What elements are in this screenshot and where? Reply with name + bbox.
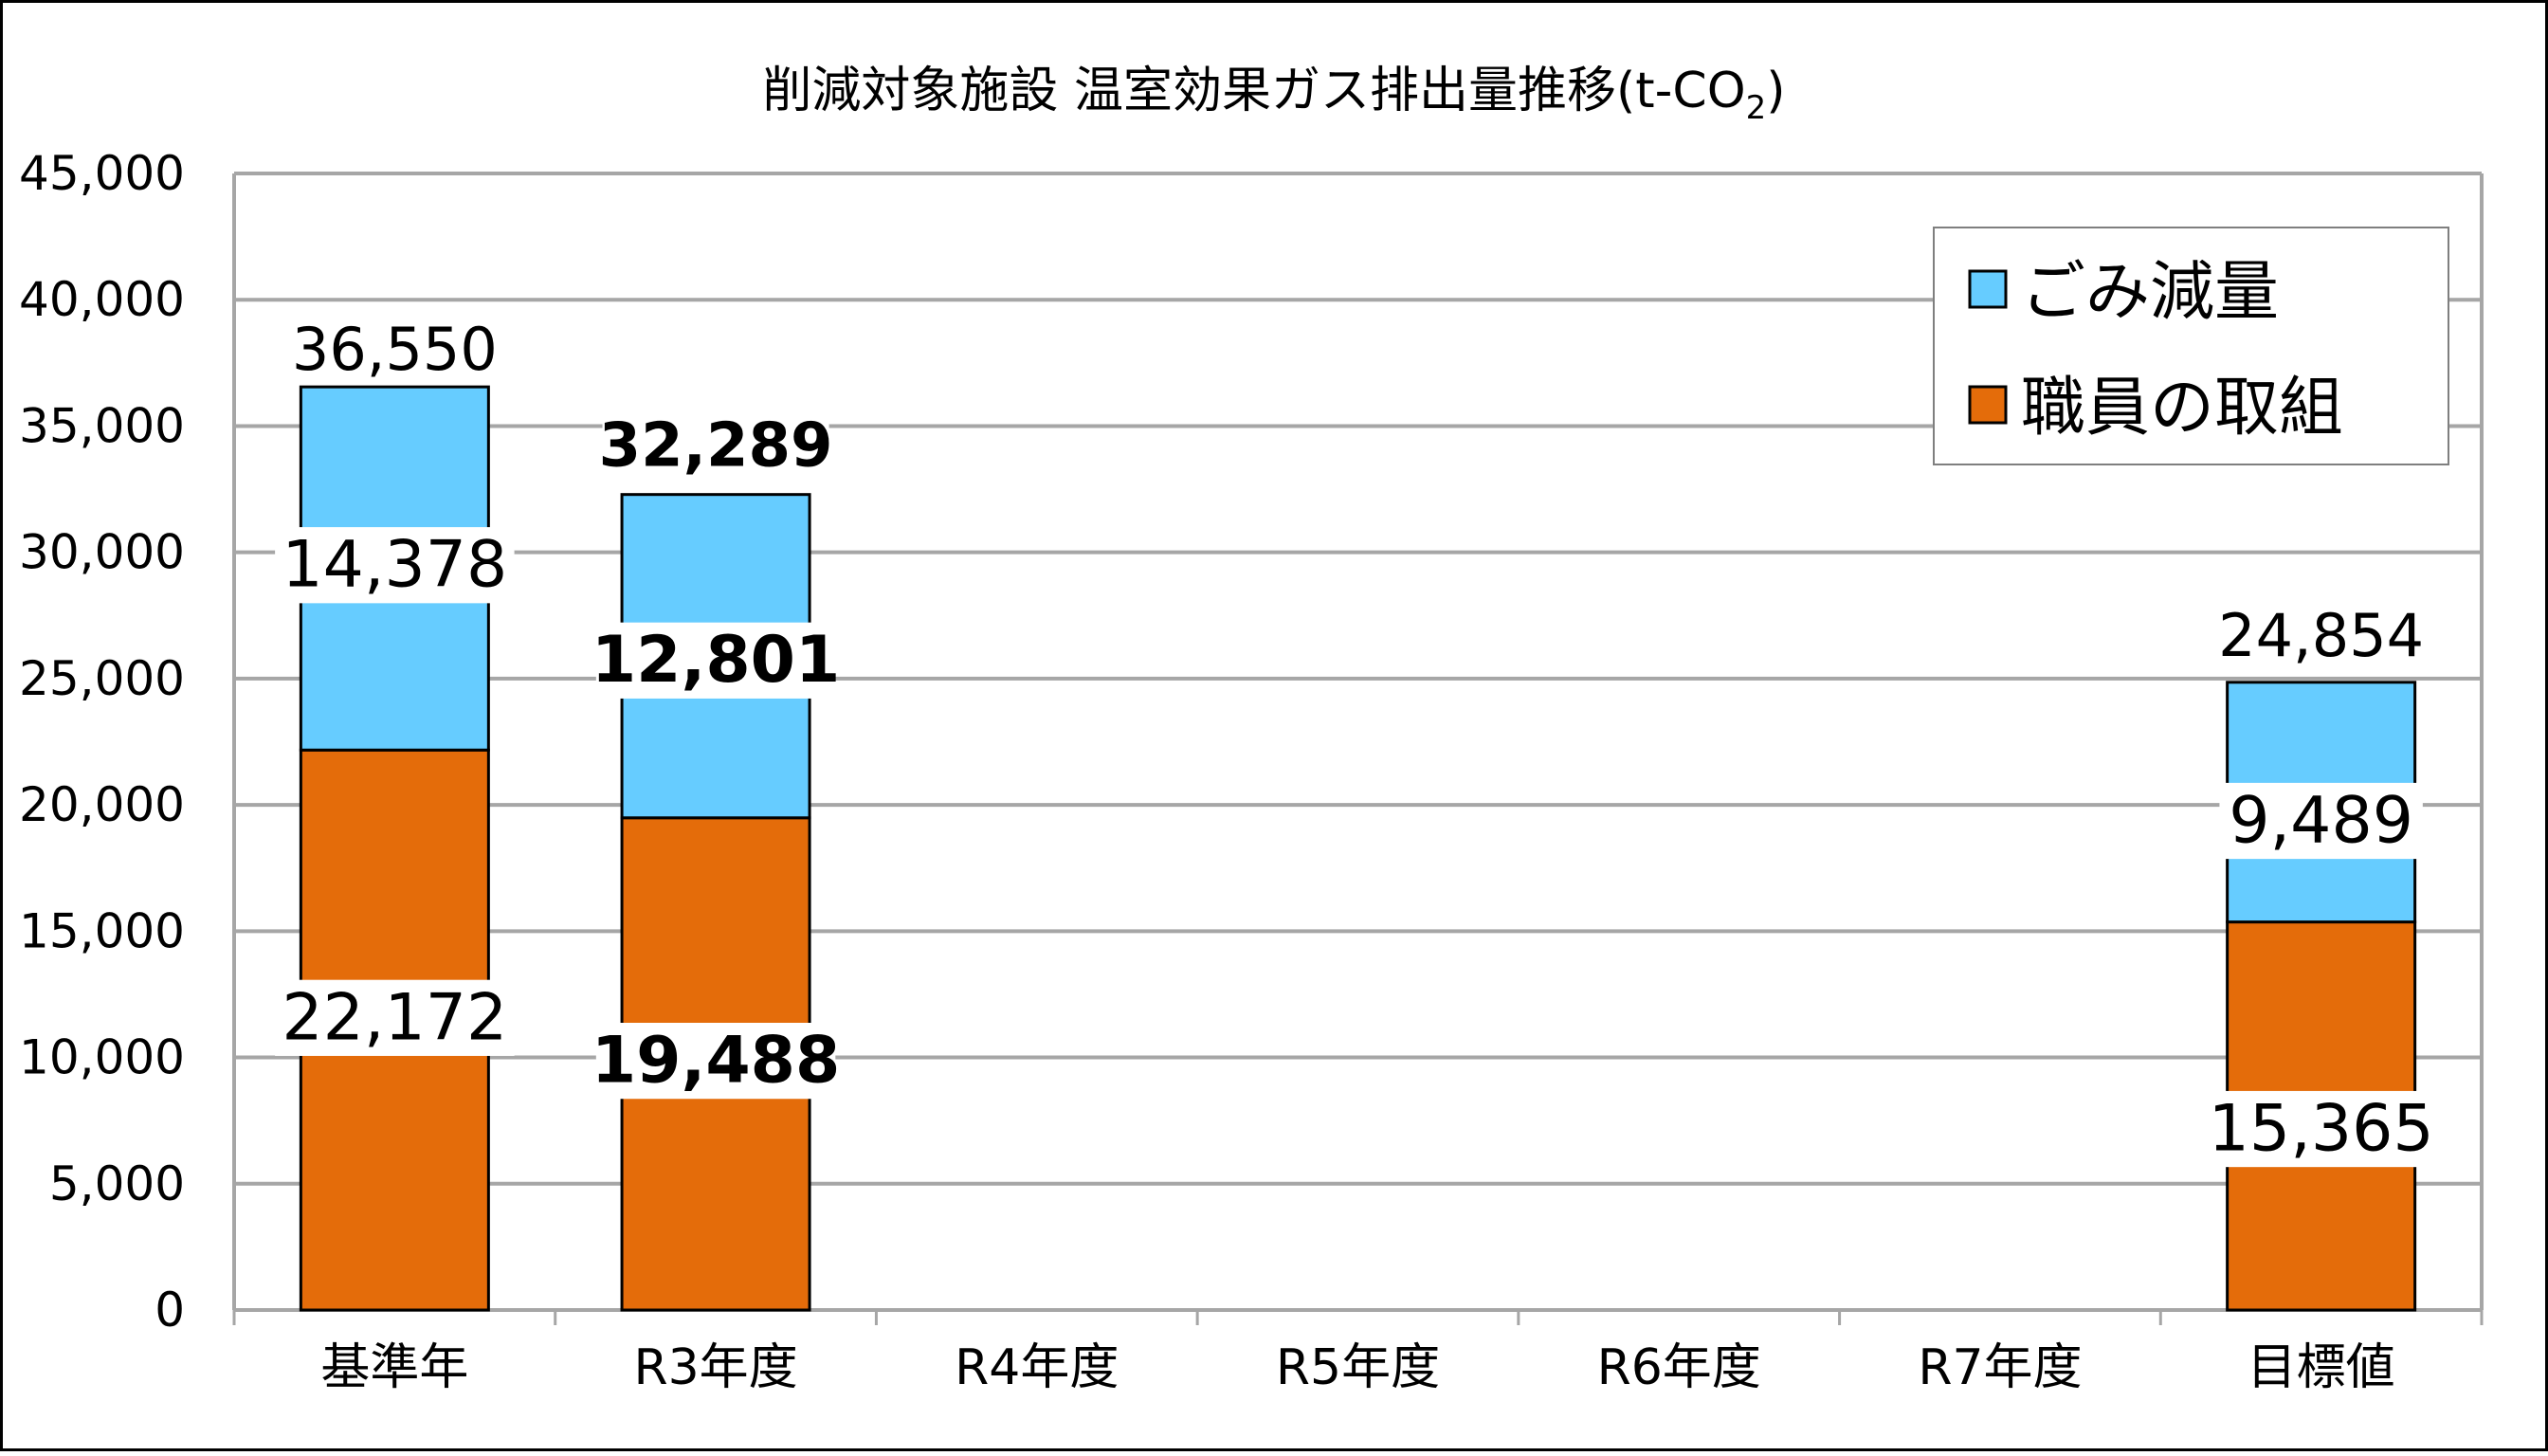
legend-label: ごみ減量: [2021, 255, 2279, 330]
data-label-total-bg: [602, 410, 829, 482]
legend-swatch: [1968, 385, 2008, 425]
chart-title: 削減対象施設 温室効果ガス排出量推移(t-CO2): [762, 63, 1785, 127]
data-label-gomi: 14,378: [282, 528, 507, 603]
y-tick-label: 5,000: [49, 1156, 185, 1211]
chart-title-subscript: 2: [1746, 89, 1767, 127]
y-tick-label: 25,000: [19, 651, 185, 706]
data-label-gomi-bg: [275, 527, 515, 604]
data-label-total: 32,289: [599, 411, 833, 482]
data-label-shokuin-bg: [275, 979, 515, 1056]
y-tick-label: 15,000: [19, 903, 185, 958]
x-tick-label: R7年度: [1918, 1339, 2082, 1396]
chart-title-end: ): [1766, 63, 1785, 119]
data-label-gomi-bg: [2219, 782, 2423, 860]
legend-label: 職員の取組: [2021, 371, 2343, 446]
data-label-total: 24,854: [2218, 601, 2424, 670]
data-label-shokuin: 22,172: [282, 980, 507, 1055]
x-tick-label: 基準年: [320, 1339, 468, 1396]
y-tick-label: 20,000: [19, 777, 185, 832]
y-tick-label: 35,000: [19, 398, 185, 453]
chart-title-main: 削減対象施設 温室効果ガス排出量推移(t-CO: [762, 63, 1745, 119]
y-tick-label: 40,000: [19, 272, 185, 327]
data-label-total: 36,550: [292, 315, 498, 384]
data-label-shokuin: 19,488: [592, 1024, 840, 1099]
x-tick-label: R3年度: [633, 1339, 797, 1396]
data-label-total-bg: [2211, 601, 2431, 671]
x-tick-label: R4年度: [955, 1339, 1119, 1396]
y-tick-label: 10,000: [19, 1030, 185, 1085]
plot-area: 0 5,000 10,000 15,000 20,000 25,000 30,000 35,0…: [19, 146, 2484, 1396]
x-tick-label: R6年度: [1597, 1339, 1761, 1396]
data-label-gomi: 9,489: [2229, 783, 2413, 858]
data-label-shokuin-bg: [595, 1022, 836, 1100]
y-tick-label: 45,000: [19, 146, 185, 201]
x-tick-label: R5年度: [1276, 1339, 1440, 1396]
data-label-shokuin: 15,365: [2209, 1091, 2434, 1166]
y-tick-label: 0: [155, 1283, 185, 1338]
y-tick-label: 30,000: [19, 525, 185, 580]
x-tick-label: 目標値: [2248, 1339, 2395, 1396]
legend-swatch: [1968, 269, 2008, 309]
data-label-gomi: 12,801: [592, 623, 840, 698]
data-label-shokuin-bg: [2201, 1090, 2441, 1168]
legend-box: [1933, 227, 2449, 465]
data-label-gomi-bg: [595, 622, 836, 699]
